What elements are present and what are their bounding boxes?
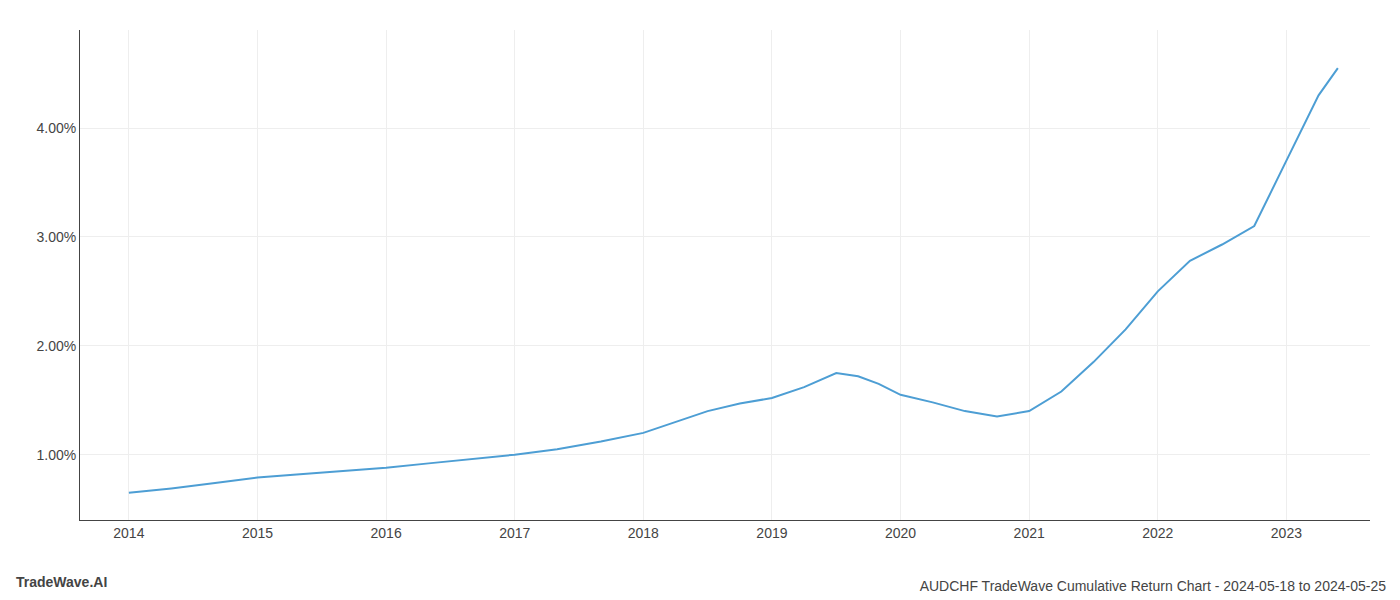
svg-text:2015: 2015 xyxy=(242,525,273,541)
svg-text:2016: 2016 xyxy=(371,525,402,541)
svg-text:2022: 2022 xyxy=(1142,525,1173,541)
svg-text:2023: 2023 xyxy=(1271,525,1302,541)
svg-text:2021: 2021 xyxy=(1014,525,1045,541)
svg-text:4.00%: 4.00% xyxy=(36,120,76,136)
svg-text:1.00%: 1.00% xyxy=(36,447,76,463)
svg-text:2019: 2019 xyxy=(756,525,787,541)
svg-text:2020: 2020 xyxy=(885,525,916,541)
svg-text:2014: 2014 xyxy=(113,525,144,541)
svg-text:TradeWave.AI: TradeWave.AI xyxy=(16,574,107,590)
svg-text:2.00%: 2.00% xyxy=(36,338,76,354)
svg-text:3.00%: 3.00% xyxy=(36,229,76,245)
svg-text:2018: 2018 xyxy=(628,525,659,541)
svg-text:AUDCHF TradeWave Cumulative Re: AUDCHF TradeWave Cumulative Return Chart… xyxy=(920,578,1387,594)
svg-text:2017: 2017 xyxy=(499,525,530,541)
